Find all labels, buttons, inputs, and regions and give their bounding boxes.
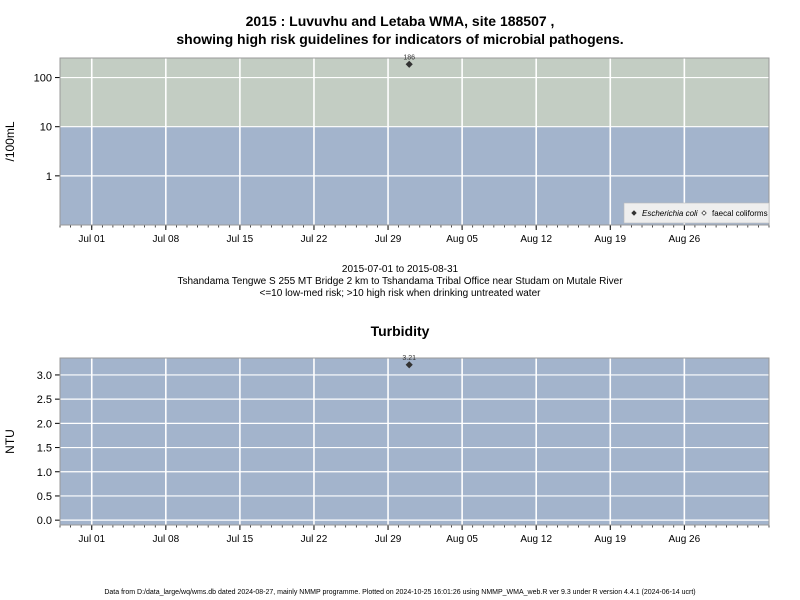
legend-marker <box>701 210 707 216</box>
y-tick-label: 0.0 <box>37 515 52 527</box>
x-tick-label: Aug 26 <box>668 534 700 545</box>
y-tick-label: 100 <box>34 73 52 85</box>
x-tick-label: Aug 12 <box>520 534 552 545</box>
microbial-chart: Jul 01 Jul 08 Jul 15 Jul 22 Jul 29 Aug 05 Aug … <box>3 54 770 245</box>
x-tick-label: Jul 22 <box>301 534 328 545</box>
y-tick-label: 0.5 <box>37 491 52 503</box>
y-tick-label: 3.0 <box>37 370 52 382</box>
y-tick-label: 2.5 <box>37 394 52 406</box>
date-range-caption: 2015-07-01 to 2015-08-31 <box>341 264 459 275</box>
x-tick-label: Jul 01 <box>78 234 105 245</box>
legend-entry: faecal coliforms <box>712 209 768 218</box>
y-tick-label: 2.0 <box>37 418 52 430</box>
risk-band-0 <box>60 358 769 525</box>
y-tick-label: 10 <box>40 122 52 134</box>
data-point <box>405 361 413 369</box>
x-tick-label: Jul 15 <box>227 234 254 245</box>
x-tick-label: Aug 05 <box>446 234 478 245</box>
plot-frame <box>59 57 770 226</box>
x-tick-label: Aug 19 <box>594 534 626 545</box>
chart-title: 2015 : Luvuvhu and Letaba WMA, site 1885… <box>245 13 555 29</box>
footer-note: Data from D:/data_large/wq/wms.db dated … <box>104 589 696 596</box>
site-description-caption: Tshandama Tengwe S 255 MT Bridge 2 km to… <box>177 276 623 287</box>
x-tick-label: Jul 22 <box>301 234 328 245</box>
x-tick-label: Jul 29 <box>375 234 402 245</box>
y-tick-label: 1.0 <box>37 467 52 479</box>
y-tick-label: 1.5 <box>37 443 52 455</box>
x-tick-label: Jul 15 <box>227 534 254 545</box>
legend-box <box>623 202 770 224</box>
turbidity-chart: Jul 01 Jul 08 Jul 15 Jul 22 Jul 29 Aug 05 Aug … <box>3 355 770 545</box>
legend-marker <box>631 210 637 216</box>
x-tick-label: Aug 19 <box>594 234 626 245</box>
y-tick-label: 1 <box>46 171 52 183</box>
plot-frame <box>59 357 770 526</box>
turbidity-title: Turbidity <box>370 323 430 339</box>
y-axis-label: NTU <box>3 429 17 454</box>
x-tick-label: Jul 08 <box>152 534 179 545</box>
data-point <box>405 60 413 68</box>
x-tick-label: Aug 26 <box>668 234 700 245</box>
x-tick-label: Aug 05 <box>446 534 478 545</box>
x-tick-label: Jul 08 <box>152 234 179 245</box>
x-tick-label: Jul 29 <box>375 534 402 545</box>
x-tick-label: Jul 01 <box>78 534 105 545</box>
x-tick-label: Aug 12 <box>520 234 552 245</box>
legend-entry: Escherichia coli <box>642 209 698 218</box>
data-label: 186 <box>403 54 415 61</box>
chart-subtitle: showing high risk guidelines for indicat… <box>176 31 624 47</box>
y-axis-label: /100mL <box>3 121 17 161</box>
legend: Escherichia coli faecal coliforms <box>623 202 770 224</box>
data-label: 3.21 <box>402 355 416 362</box>
risk-band-1 <box>60 58 769 127</box>
risk-guideline-caption: <=10 low-med risk; >10 high risk when dr… <box>259 288 541 299</box>
